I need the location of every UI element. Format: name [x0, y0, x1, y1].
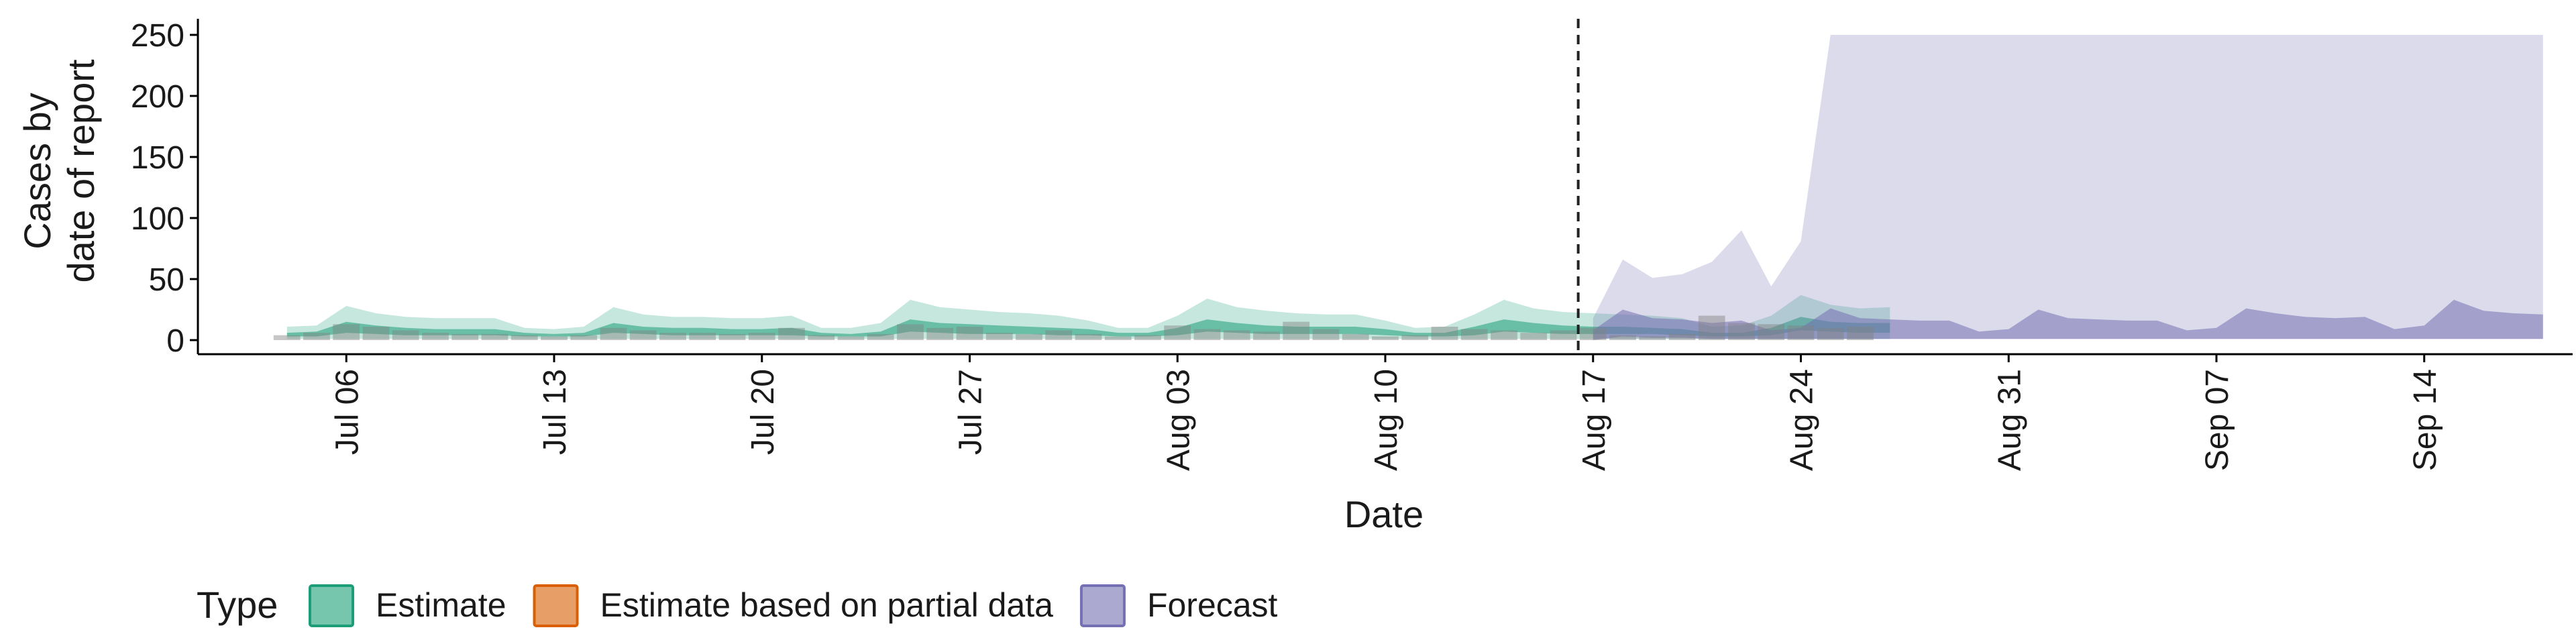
legend-title: Type: [197, 584, 278, 626]
observed-case-bar: [1104, 336, 1132, 340]
observed-case-bar: [541, 336, 568, 340]
x-axis-label: Date: [1344, 493, 1424, 535]
x-tick-label: Jul 27: [953, 369, 989, 455]
y-tick-label: 100: [131, 201, 184, 237]
observed-case-bar: [629, 330, 657, 340]
observed-case-bar: [1460, 329, 1488, 340]
observed-case-bar: [1223, 330, 1250, 340]
x-tick-label: Jul 13: [537, 369, 573, 455]
observed-case-bar: [570, 335, 598, 340]
observed-case-bar: [748, 333, 775, 340]
legend-label-estimate: Estimate: [376, 586, 506, 624]
observed-case-bar: [897, 324, 924, 340]
observed-case-bar: [718, 333, 746, 340]
observed-case-bar: [867, 333, 894, 340]
observed-case-bar: [1075, 333, 1102, 340]
observed-case-bar: [1579, 327, 1607, 340]
observed-case-bar: [1016, 333, 1042, 340]
observed-case-bar: [511, 335, 538, 340]
x-tick-label: Aug 31: [1992, 369, 2027, 471]
legend-label-estimate-based-on-partial-data: Estimate based on partial data: [600, 586, 1054, 624]
plot-area: [273, 19, 2543, 354]
observed-case-bar: [778, 327, 805, 340]
observed-case-bar: [1164, 325, 1191, 340]
observed-case-bar: [659, 333, 686, 340]
y-axis-label-line-1: Cases by: [16, 93, 58, 249]
x-tick-label: Jul 20: [745, 369, 781, 455]
forecast-outer-band: [1593, 35, 2543, 339]
x-tick-label: Sep 14: [2408, 369, 2443, 471]
legend-key-estimate-based-on-partial-data: [533, 584, 579, 627]
observed-case-bar: [392, 330, 419, 340]
observed-case-bar: [1491, 330, 1517, 340]
observed-case-bar: [837, 336, 865, 340]
y-tick-label: 250: [131, 18, 184, 54]
legend-key-forecast: [1079, 584, 1126, 627]
observed-case-bar: [1253, 331, 1280, 340]
observed-case-bar: [956, 327, 983, 340]
x-tick-label: Aug 17: [1576, 369, 1612, 471]
x-tick-label: Aug 10: [1368, 369, 1404, 471]
observed-case-bar: [808, 335, 835, 340]
observed-case-bar: [1312, 329, 1340, 340]
observed-case-bar: [689, 333, 716, 340]
observed-case-bar: [1817, 327, 1844, 340]
observed-case-bar: [1698, 315, 1725, 340]
y-tick-label: 150: [131, 140, 184, 176]
observed-case-bar: [333, 324, 360, 340]
observed-case-bar: [1193, 329, 1221, 340]
x-tick-label: Sep 07: [2200, 369, 2235, 471]
observed-case-bar: [1639, 336, 1666, 340]
observed-case-bar: [1431, 327, 1458, 340]
observed-case-bar: [926, 327, 954, 340]
x-tick-label: Aug 24: [1784, 369, 1820, 471]
y-tick-label: 50: [149, 262, 184, 298]
observed-case-bar: [600, 327, 627, 340]
x-tick-label: Aug 03: [1161, 369, 1196, 471]
estimate-inner-band: [286, 317, 1890, 337]
observed-case-bar: [451, 333, 479, 340]
observed-case-bar: [1342, 333, 1369, 340]
legend: Type Estimate Estimate based on partial da…: [197, 584, 1278, 627]
observed-case-bar: [1283, 321, 1310, 340]
observed-case-bar: [1134, 335, 1161, 340]
observed-case-bar: [1787, 325, 1815, 340]
observed-case-bar: [303, 333, 330, 340]
observed-case-bar: [273, 335, 301, 340]
observed-case-bar: [1401, 335, 1429, 340]
observed-case-bar: [1728, 323, 1755, 340]
observed-case-bar: [481, 333, 508, 340]
observed-case-bar: [1520, 333, 1548, 340]
y-tick-label: 0: [166, 323, 184, 359]
observed-case-bar: [362, 327, 390, 340]
observed-case-bar: [1758, 324, 1785, 340]
x-tick-label: Jul 06: [329, 369, 365, 455]
y-tick-label: 200: [131, 79, 184, 115]
axes: 0 50 100 150 200 250 Jul 06 Jul 13 Jul 20 Jul 27 A…: [131, 18, 2573, 471]
y-axis-label-line-2: date of report: [60, 59, 102, 283]
observed-case-bar: [1847, 327, 1874, 340]
observed-case-bar: [1609, 335, 1636, 340]
observed-case-bar: [985, 333, 1013, 340]
forecast-inner-band: [1593, 299, 2543, 340]
observed-case-bar: [1668, 333, 1696, 340]
legend-label-forecast: Forecast: [1147, 586, 1278, 624]
observed-case-bar: [1045, 330, 1073, 340]
observed-case-bar: [1550, 330, 1577, 340]
observed-case-bar: [422, 333, 449, 340]
observed-case-bar: [1372, 336, 1399, 340]
legend-key-estimate: [309, 584, 354, 627]
